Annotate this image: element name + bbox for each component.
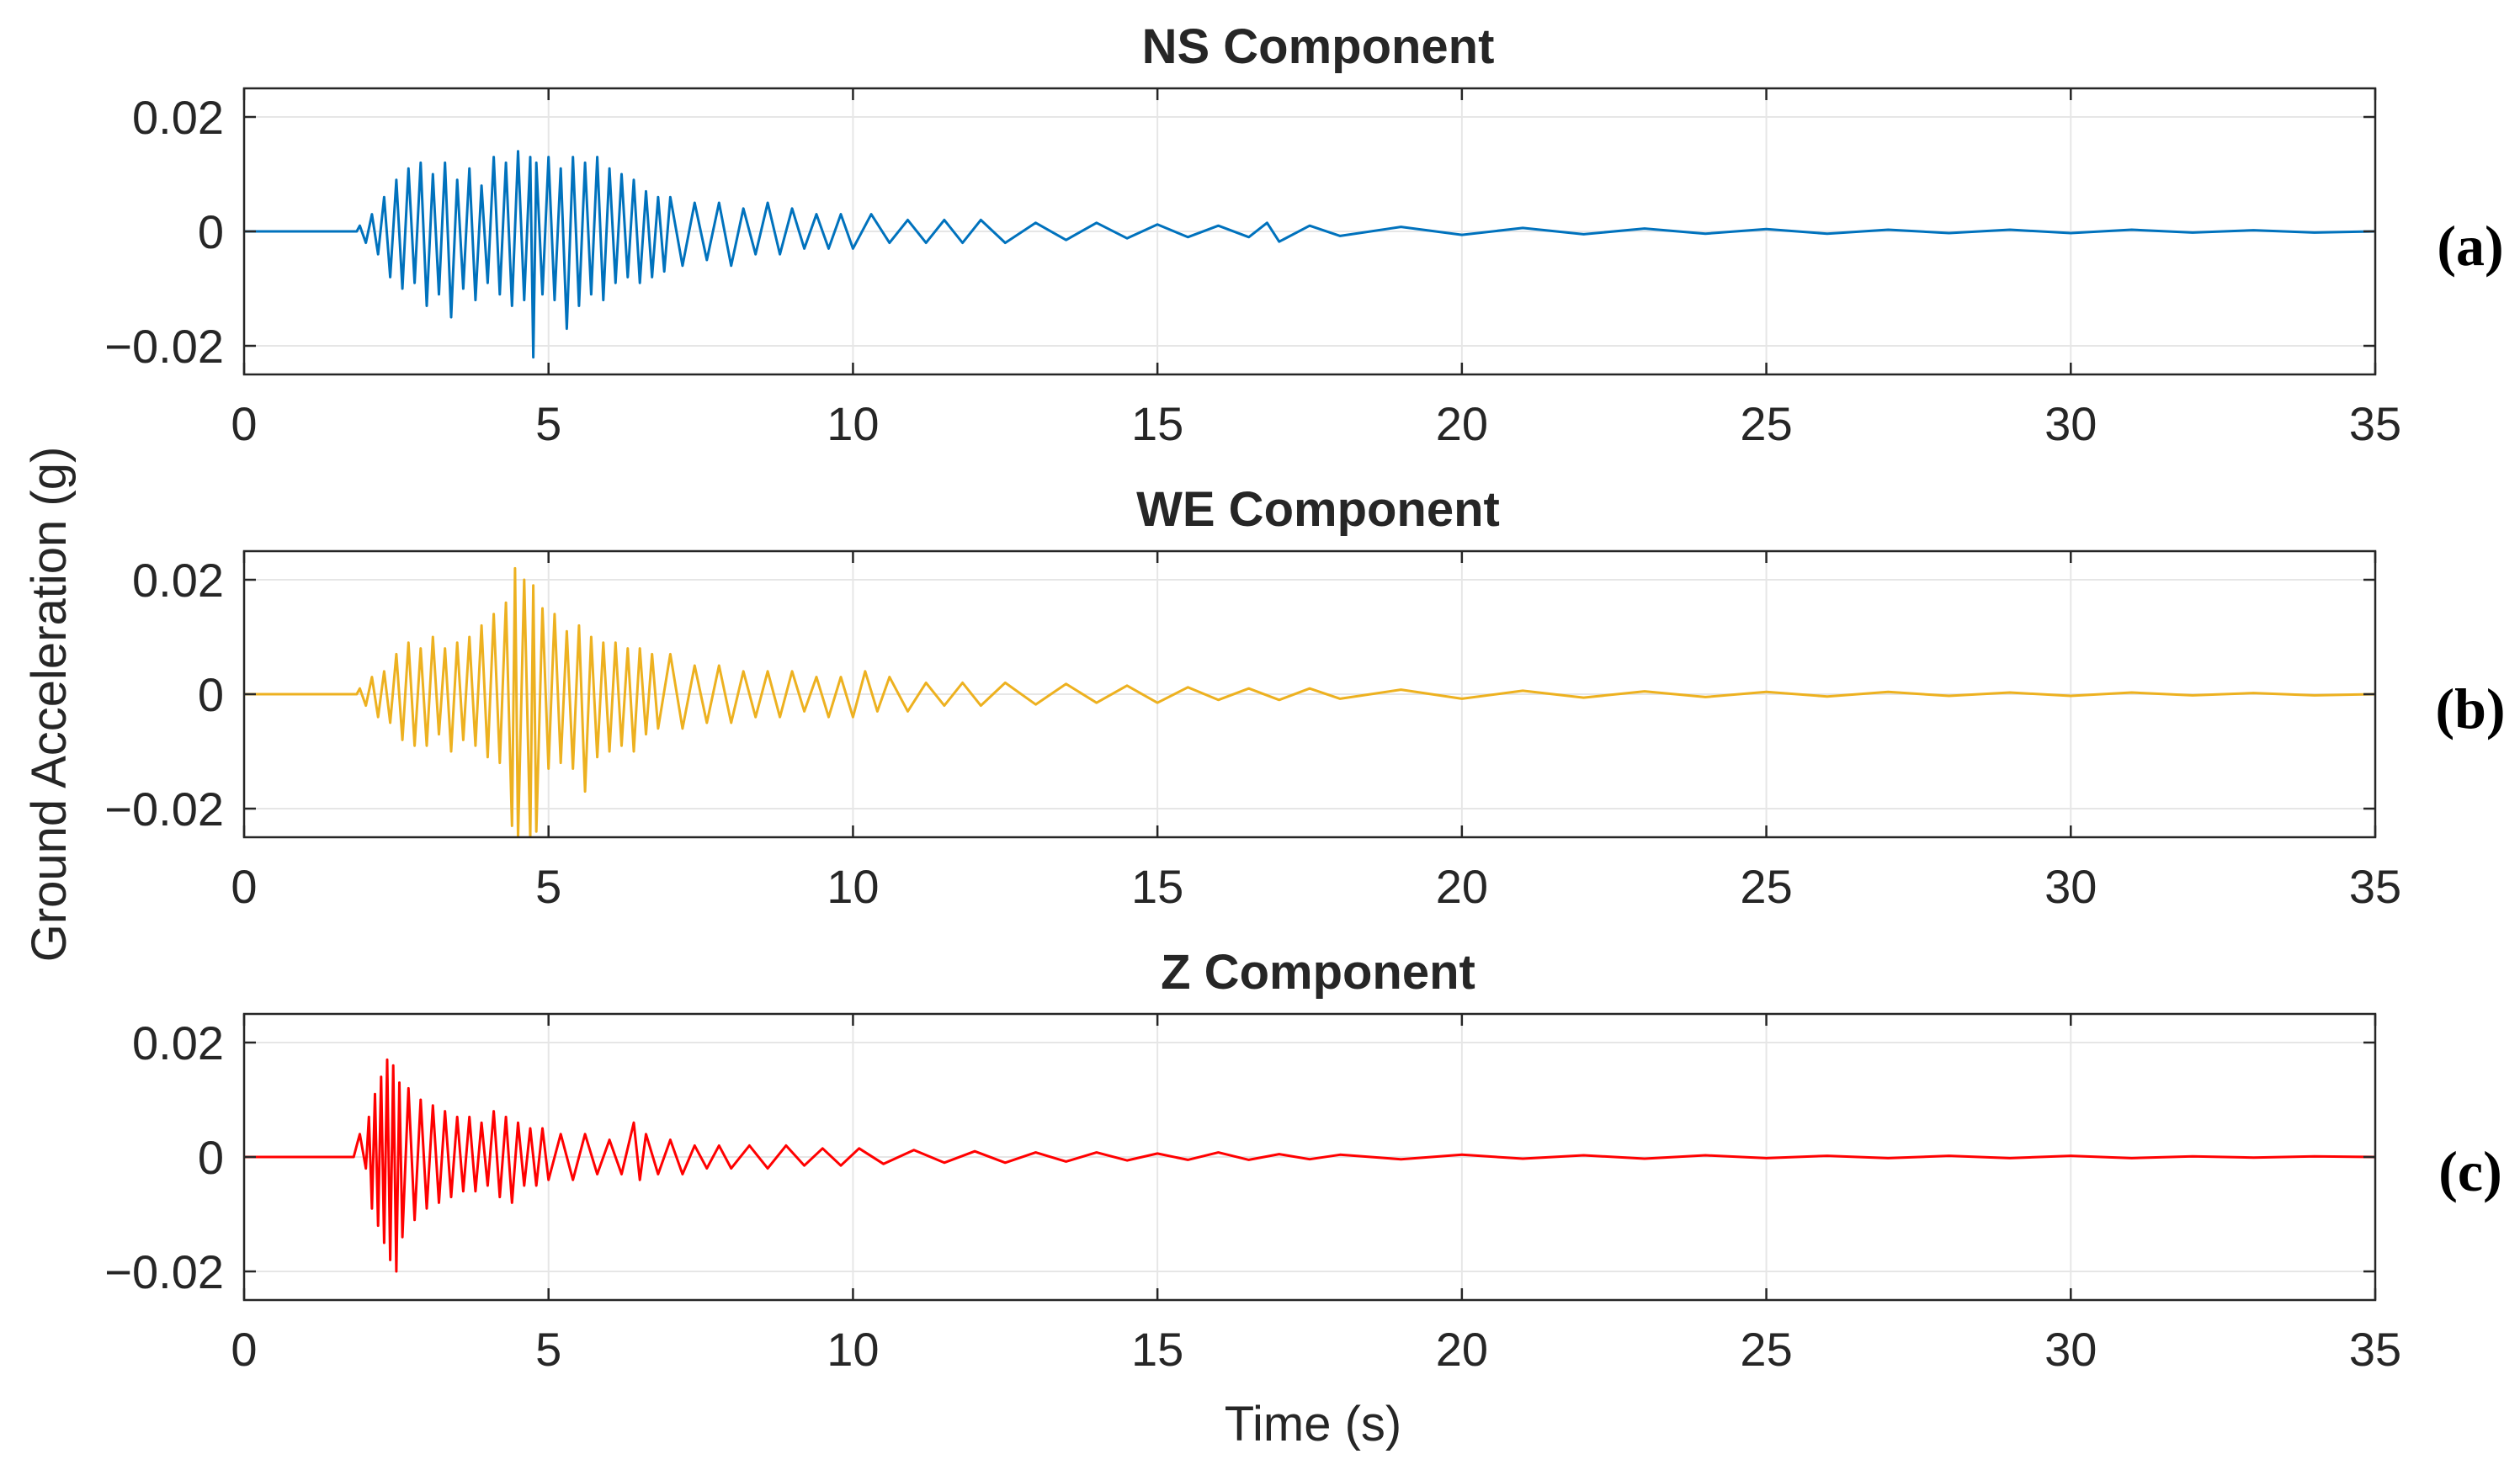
ns-xtick-label-0: 0 — [231, 397, 257, 450]
z-title: Z Component — [1161, 945, 1475, 1000]
ns-xtick-label-4: 20 — [1436, 397, 1488, 450]
ns-ytick-label-0: −0.02 — [104, 320, 224, 373]
we-panel-label: (b) — [2435, 677, 2505, 740]
z-xtick-label-1: 5 — [535, 1323, 561, 1376]
we-xtick-label-1: 5 — [535, 860, 561, 913]
z-ytick-label-0: −0.02 — [104, 1245, 224, 1298]
z-ytick-label-2: 0.02 — [132, 1016, 224, 1069]
z-series-line — [244, 1058, 2375, 1273]
ns-ytick-label-1: 0 — [198, 205, 224, 258]
ns-xtick-label-7: 35 — [2349, 397, 2401, 450]
we-xtick-label-0: 0 — [231, 860, 257, 913]
ns-xtick-label-1: 5 — [535, 397, 561, 450]
we-xtick-label-7: 35 — [2349, 860, 2401, 913]
we-xtick-label-4: 20 — [1436, 860, 1488, 913]
we-ytick-label-2: 0.02 — [132, 554, 224, 607]
we-ytick-label-1: 0 — [198, 668, 224, 721]
z-xtick-label-3: 15 — [1131, 1323, 1183, 1376]
we-title: WE Component — [1136, 482, 1500, 537]
ns-panel-label: (a) — [2437, 214, 2503, 278]
ns-ytick-label-2: 0.02 — [132, 91, 224, 144]
ns-title: NS Component — [1142, 19, 1495, 74]
z-ytick-label-1: 0 — [198, 1131, 224, 1184]
z-xtick-label-6: 30 — [2044, 1323, 2097, 1376]
we-xtick-label-3: 15 — [1131, 860, 1183, 913]
we-ytick-label-0: −0.02 — [104, 783, 224, 836]
we-series-line — [244, 566, 2375, 837]
ns-xtick-label-3: 15 — [1131, 397, 1183, 450]
z-xtick-label-5: 25 — [1740, 1323, 1792, 1376]
x-axis-label: Time (s) — [1225, 1397, 1401, 1451]
ns-xtick-label-2: 10 — [827, 397, 879, 450]
ns-xtick-label-5: 25 — [1740, 397, 1792, 450]
we-xtick-label-5: 25 — [1740, 860, 1792, 913]
ns-xtick-label-6: 30 — [2044, 397, 2097, 450]
we-xtick-label-6: 30 — [2044, 860, 2097, 913]
ns-series-line — [244, 150, 2375, 359]
z-xtick-label-2: 10 — [827, 1323, 879, 1376]
z-panel-label: (c) — [2438, 1139, 2501, 1203]
z-xtick-label-4: 20 — [1436, 1323, 1488, 1376]
y-axis-label: Ground Acceleration (g) — [22, 447, 77, 963]
z-xtick-label-7: 35 — [2349, 1323, 2401, 1376]
z-xtick-label-0: 0 — [231, 1323, 257, 1376]
we-xtick-label-2: 10 — [827, 860, 879, 913]
